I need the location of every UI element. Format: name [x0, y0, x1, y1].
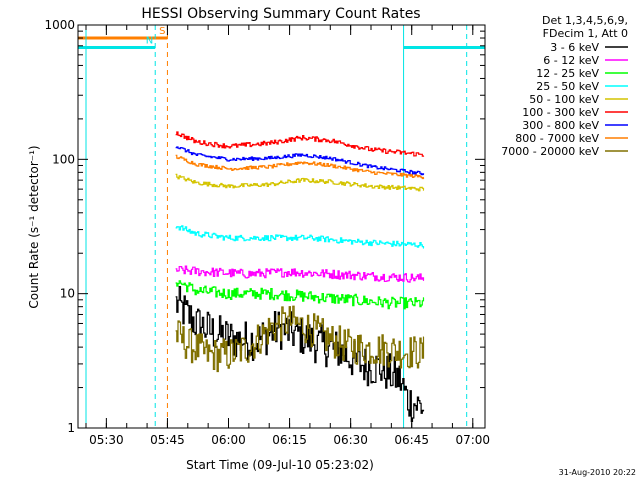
y-tick-label-2: 100 — [52, 152, 75, 166]
flag-label-N: N — [146, 35, 153, 46]
flags-layer: SN — [78, 26, 485, 49]
plot-frame — [77, 24, 486, 429]
legend-header-line-2: FDecim 1, Att 0 — [543, 27, 628, 40]
y-axis: 1 10 100 1000 — [44, 18, 485, 435]
chart-title: HESSI Observing Summary Count Rates — [141, 6, 420, 22]
x-axis-label: Start Time (09-Jul-10 05:23:02) — [186, 458, 374, 472]
series-line-2 — [175, 280, 425, 310]
x-axis: 05:30 05:45 06:00 06:15 06:30 06:45 07:00 — [85, 25, 490, 447]
legend-entry-label-6: 300 - 800 keV — [522, 119, 599, 132]
legend: Det 1,3,4,5,6,9, FDecim 1, Att 0 3 - 6 k… — [501, 14, 628, 158]
y-tick-label-1: 10 — [60, 287, 75, 301]
markers-layer — [85, 25, 468, 428]
legend-entry-label-7: 800 - 7000 keV — [515, 132, 599, 145]
legend-entry-label-8: 7000 - 20000 keV — [501, 145, 599, 158]
legend-header-line-1: Det 1,3,4,5,6,9, — [542, 14, 628, 27]
legend-entry-label-3: 25 - 50 keV — [536, 80, 599, 93]
legend-entry-label-0: 3 - 6 keV — [550, 41, 599, 54]
series-line-8 — [175, 305, 425, 373]
x-tick-label-0: 05:30 — [89, 433, 124, 447]
series-line-5 — [175, 131, 425, 157]
x-tick-label-2: 06:00 — [211, 433, 246, 447]
series-line-4 — [175, 173, 425, 192]
flag-label-S: S — [159, 26, 165, 37]
series-line-3 — [175, 225, 425, 249]
x-tick-label-6: 07:00 — [455, 433, 490, 447]
y-tick-label-3: 1000 — [44, 18, 75, 32]
legend-entry-label-1: 6 - 12 keV — [543, 54, 599, 67]
series-line-7 — [175, 154, 425, 180]
x-tick-label-1: 05:45 — [150, 433, 185, 447]
legend-entry-label-2: 12 - 25 keV — [536, 67, 599, 80]
y-tick-label-0: 1 — [67, 421, 75, 435]
x-tick-label-4: 06:30 — [333, 433, 368, 447]
series-layer — [175, 131, 425, 423]
x-tick-label-3: 06:15 — [272, 433, 307, 447]
legend-entry-label-5: 100 - 300 keV — [522, 106, 599, 119]
series-line-1 — [175, 265, 425, 283]
y-axis-label: Count Rate (s⁻¹ detector⁻¹) — [27, 145, 41, 308]
x-tick-label-5: 06:45 — [394, 433, 429, 447]
footer-date: 31-Aug-2010 20:22 — [559, 468, 636, 477]
series-line-6 — [175, 146, 425, 176]
legend-entry-label-4: 50 - 100 keV — [529, 93, 599, 106]
